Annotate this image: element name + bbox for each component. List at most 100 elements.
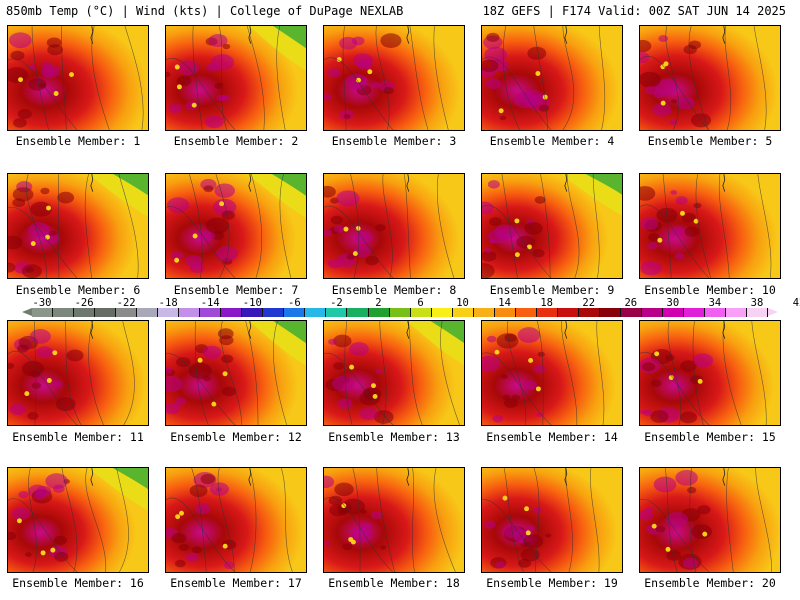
colorbar-segment [620, 308, 642, 317]
ensemble-panel-7 [165, 173, 307, 279]
ensemble-panel-11 [7, 320, 149, 426]
colorbar-tick-label: 6 [417, 297, 424, 309]
ensemble-panel-3 [323, 25, 465, 131]
ensemble-member-label: Ensemble Member: 6 [15, 283, 141, 297]
ensemble-panel-13 [323, 320, 465, 426]
colorbar-segment [221, 308, 243, 317]
ensemble-member-label: Ensemble Member: 2 [173, 134, 299, 148]
colorbar-segment [705, 308, 727, 317]
ensemble-member-label: Ensemble Member: 15 [644, 430, 776, 444]
colorbar-arrow-right [768, 308, 778, 316]
ensemble-member-label: Ensemble Member: 12 [170, 430, 302, 444]
colorbar-segment [368, 308, 390, 317]
colorbar-segment [347, 308, 369, 317]
ensemble-member-label: Ensemble Member: 1 [15, 134, 141, 148]
colorbar-tick-label: -30 [32, 297, 52, 309]
colorbar-segment [515, 308, 537, 317]
ensemble-member-label: Ensemble Member: 11 [12, 430, 144, 444]
colorbar-tick-label: 26 [624, 297, 638, 309]
map-title: 850mb Temp (°C) | Wind (kts) | College o… [6, 4, 404, 18]
colorbar-tick-label: 42 [792, 297, 800, 309]
ensemble-member-label: Ensemble Member: 16 [12, 576, 144, 590]
ensemble-panel-1 [7, 25, 149, 131]
ensemble-panel-9 [481, 173, 623, 279]
ensemble-panel-4 [481, 25, 623, 131]
colorbar-segment [74, 308, 96, 317]
colorbar-tick-label: 2 [375, 297, 382, 309]
colorbar-segment [726, 308, 748, 317]
colorbar-tick-label: -26 [74, 297, 94, 309]
colorbar-segment [410, 308, 432, 317]
ensemble-panel-6 [7, 173, 149, 279]
colorbar-tick-label: -22 [116, 297, 136, 309]
ensemble-panel-16 [7, 467, 149, 573]
colorbar-segment [431, 308, 453, 317]
valid-time: 18Z GEFS | F174 Valid: 00Z SAT JUN 14 20… [482, 4, 786, 18]
colorbar-tick-label: 34 [708, 297, 722, 309]
ensemble-member-label: Ensemble Member: 13 [328, 430, 460, 444]
colorbar-segment [95, 308, 117, 317]
ensemble-panel-12 [165, 320, 307, 426]
colorbar-segment [578, 308, 600, 317]
ensemble-member-label: Ensemble Member: 10 [644, 283, 776, 297]
ensemble-member-label: Ensemble Member: 18 [328, 576, 460, 590]
colorbar-segment [179, 308, 201, 317]
ensemble-panel-19 [481, 467, 623, 573]
colorbar-tick-label: 30 [666, 297, 680, 309]
colorbar-segment [158, 308, 180, 317]
colorbar-segment [494, 308, 516, 317]
ensemble-member-label: Ensemble Member: 19 [486, 576, 618, 590]
ensemble-panel-18 [323, 467, 465, 573]
ensemble-member-label: Ensemble Member: 4 [489, 134, 615, 148]
colorbar-arrow-left [22, 308, 32, 316]
ensemble-member-label: Ensemble Member: 8 [331, 283, 457, 297]
colorbar-segment [137, 308, 159, 317]
colorbar-tick-label: 38 [750, 297, 764, 309]
colorbar-tick-label: 10 [456, 297, 469, 309]
colorbar-segment [473, 308, 495, 317]
ensemble-member-label: Ensemble Member: 14 [486, 430, 618, 444]
colorbar-tick-label: -18 [158, 297, 178, 309]
colorbar-segment [326, 308, 348, 317]
ensemble-member-label: Ensemble Member: 3 [331, 134, 457, 148]
colorbar-tick-label: -10 [242, 297, 262, 309]
colorbar-segment [263, 308, 285, 317]
ensemble-panel-20 [639, 467, 781, 573]
ensemble-panel-15 [639, 320, 781, 426]
colorbar-tick-label: 18 [540, 297, 553, 309]
colorbar-segment [200, 308, 222, 317]
colorbar-tick-label: -2 [330, 297, 343, 309]
colorbar-tick-label: -14 [200, 297, 220, 309]
ensemble-panel-10 [639, 173, 781, 279]
colorbar-segment [452, 308, 474, 317]
ensemble-member-label: Ensemble Member: 20 [644, 576, 776, 590]
ensemble-member-label: Ensemble Member: 17 [170, 576, 302, 590]
colorbar-tick-label: 22 [582, 297, 596, 309]
ensemble-member-label: Ensemble Member: 7 [173, 283, 299, 297]
ensemble-panel-2 [165, 25, 307, 131]
ensemble-panel-8 [323, 173, 465, 279]
colorbar-tick-label: 14 [498, 297, 511, 309]
colorbar-segment [641, 308, 663, 317]
ensemble-member-label: Ensemble Member: 5 [647, 134, 773, 148]
colorbar-segment [662, 308, 684, 317]
colorbar-segment [284, 308, 306, 317]
ensemble-panel-17 [165, 467, 307, 573]
temperature-colorbar [32, 308, 769, 317]
colorbar-segment [53, 308, 75, 317]
ensemble-panel-5 [639, 25, 781, 131]
colorbar-segment [557, 308, 579, 317]
colorbar-tick-label: -6 [288, 297, 301, 309]
colorbar-segment [747, 308, 769, 317]
colorbar-segment [242, 308, 264, 317]
colorbar-segment [116, 308, 138, 317]
ensemble-panel-14 [481, 320, 623, 426]
colorbar-segment [32, 308, 54, 317]
colorbar-segment [305, 308, 327, 317]
colorbar-segment [536, 308, 558, 317]
ensemble-member-label: Ensemble Member: 9 [489, 283, 615, 297]
colorbar-segment [599, 308, 621, 317]
colorbar-segment [389, 308, 411, 317]
colorbar-segment [683, 308, 705, 317]
